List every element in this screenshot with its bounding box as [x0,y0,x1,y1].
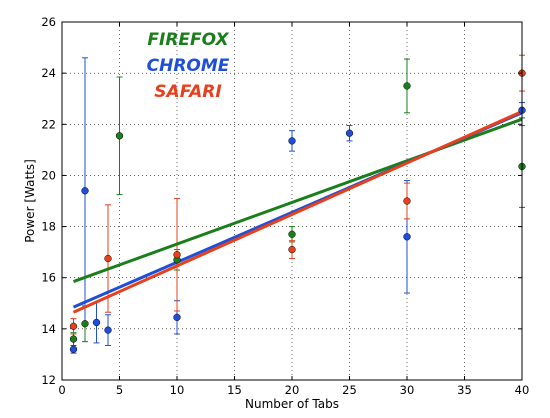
x-tick-label: 0 [58,383,65,397]
safari-data-point [69,322,78,330]
x-axis-label: Number of Tabs [245,397,339,411]
y-tick-label: 18 [41,220,56,234]
y-tick-label: 14 [41,322,56,336]
y-tick-label: 20 [41,168,56,182]
chrome-data-point [92,318,101,327]
y-tick-label: 16 [41,271,56,285]
y-tick-label: 26 [41,15,56,29]
y-tick-label: 12 [41,373,56,387]
chrome-data-point [288,137,296,145]
firefox-data-point [81,320,89,328]
axis-ticks: 0 5 10 15 20 25 30 35 40 12 14 16 18 20 22 24 26 [41,15,529,397]
error-bars [70,54,525,354]
data-points [69,69,526,353]
x-tick-label: 30 [400,383,415,397]
chrome-data-point [345,129,354,137]
firefox-data-point [403,82,411,90]
y-tick-label: 22 [41,117,56,131]
y-tick-label: 24 [41,66,56,80]
safari-fit-line [72,110,523,314]
fit-lines [72,110,523,314]
x-tick-label: 15 [227,383,242,397]
legend-safari: SAFARI [154,82,221,102]
safari-data-point [403,197,411,205]
y-axis-label: Power [Watts] [23,159,37,243]
firefox-data-point [69,335,78,343]
firefox-data-point [115,132,124,140]
safari-data-point [173,251,181,259]
safari-data-point [104,254,112,263]
chrome-data-point [81,187,89,195]
chrome-data-point [403,233,411,241]
legend-chrome: CHROME [147,56,230,76]
legend-firefox: FIREFOX [147,30,229,50]
x-tick-label: 35 [457,383,472,397]
x-tick-label: 40 [515,383,530,397]
legend: FIREFOX CHROME SAFARI [147,30,230,102]
x-tick-label: 5 [116,383,123,397]
chrome-data-point [173,313,181,322]
x-tick-label: 20 [285,383,300,397]
chrome-data-point [69,345,78,353]
x-tick-label: 25 [342,383,357,397]
chrome-data-point [104,326,112,334]
x-tick-label: 10 [170,383,185,397]
safari-data-point [288,245,296,254]
firefox-data-point [288,230,296,238]
